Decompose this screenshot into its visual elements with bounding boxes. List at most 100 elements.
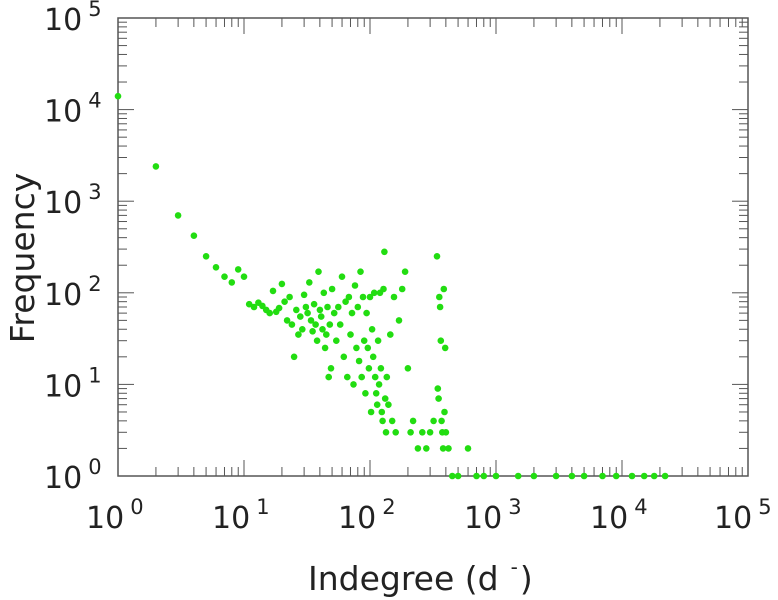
data-point [245, 300, 253, 308]
x-tick-label: 10 5 [714, 495, 772, 536]
data-point [363, 309, 370, 317]
data-point [385, 401, 392, 409]
data-point [426, 429, 434, 436]
x-tick-label: 10 4 [590, 495, 648, 536]
data-point [439, 445, 447, 452]
data-point [228, 279, 236, 286]
data-point [401, 268, 409, 276]
data-point [436, 293, 443, 301]
data-point [364, 344, 372, 352]
data-point [347, 331, 354, 338]
plot-frame [117, 17, 749, 477]
data-point [568, 472, 576, 480]
data-point [202, 252, 210, 260]
data-point [437, 337, 445, 345]
data-point [552, 472, 560, 480]
axis-ticks [118, 18, 748, 476]
data-point [379, 417, 386, 425]
data-point [438, 417, 445, 425]
y-tick-label: 10 4 [44, 89, 102, 130]
x-tick-labels: 10 0 10 1 10 2 10 3 10 4 10 5 [86, 495, 772, 536]
data-point [628, 472, 636, 480]
data-point [338, 273, 346, 281]
data-point [293, 306, 300, 314]
data-point [340, 353, 348, 361]
data-point [449, 472, 456, 480]
data-point [374, 337, 382, 345]
data-point [434, 385, 442, 392]
data-point [366, 293, 374, 301]
x-tick-label: 10 1 [212, 495, 270, 536]
data-point [327, 365, 335, 372]
data-point [395, 317, 403, 324]
x-axis-label-superscript: - [511, 555, 518, 579]
data-point [300, 291, 308, 299]
data-point [407, 429, 414, 436]
data-point [275, 304, 283, 312]
x-tick-label: 10 3 [464, 495, 522, 536]
data-point [367, 408, 375, 416]
data-point [212, 264, 220, 271]
data-point [326, 321, 334, 328]
data-point [240, 273, 248, 281]
data-point [441, 408, 448, 416]
data-point [316, 306, 324, 314]
data-point [473, 472, 480, 480]
data-point [580, 472, 588, 480]
data-point [286, 293, 293, 301]
data-point [433, 252, 441, 260]
data-point [388, 417, 396, 425]
data-point [650, 472, 658, 480]
data-point [382, 429, 390, 436]
data-point [514, 472, 522, 480]
y-tick-label: 10 1 [44, 363, 102, 404]
data-point [290, 353, 298, 361]
data-point [464, 445, 472, 452]
y-tick-label: 10 5 [44, 0, 102, 38]
data-point [409, 417, 417, 425]
data-point [330, 309, 338, 317]
data-point [355, 357, 363, 365]
data-point [390, 293, 398, 301]
data-point [357, 268, 364, 276]
data-point [302, 303, 310, 311]
data-point [320, 289, 328, 297]
data-point [359, 293, 367, 301]
data-point [190, 232, 198, 239]
data-point [436, 303, 444, 311]
data-point [310, 300, 318, 308]
data-point [530, 472, 538, 480]
data-point [250, 303, 258, 311]
data-point [435, 395, 442, 402]
data-point [377, 365, 385, 372]
data-point [380, 285, 387, 293]
data-point [321, 344, 329, 352]
data-point [640, 472, 648, 480]
data-point [313, 337, 321, 345]
data-point [324, 303, 331, 311]
data-point [348, 309, 356, 317]
data-point [445, 445, 452, 452]
data-point [335, 303, 342, 311]
data-point [152, 163, 160, 170]
data-point [419, 429, 426, 436]
data-point [325, 373, 333, 381]
y-tick-label: 10 2 [44, 272, 102, 313]
data-point [612, 472, 620, 480]
data-point [278, 280, 286, 288]
data-point [350, 381, 357, 388]
data-point [295, 331, 302, 338]
data-point [309, 328, 316, 335]
data-point [307, 317, 315, 324]
data-point [283, 317, 291, 324]
data-point [381, 248, 388, 256]
y-axis-label: Frequency [3, 173, 42, 343]
data-point [440, 285, 448, 293]
data-point [342, 298, 349, 306]
data-point [333, 337, 340, 345]
data-point [266, 309, 274, 317]
data-point [378, 408, 386, 416]
data-point [369, 353, 377, 361]
